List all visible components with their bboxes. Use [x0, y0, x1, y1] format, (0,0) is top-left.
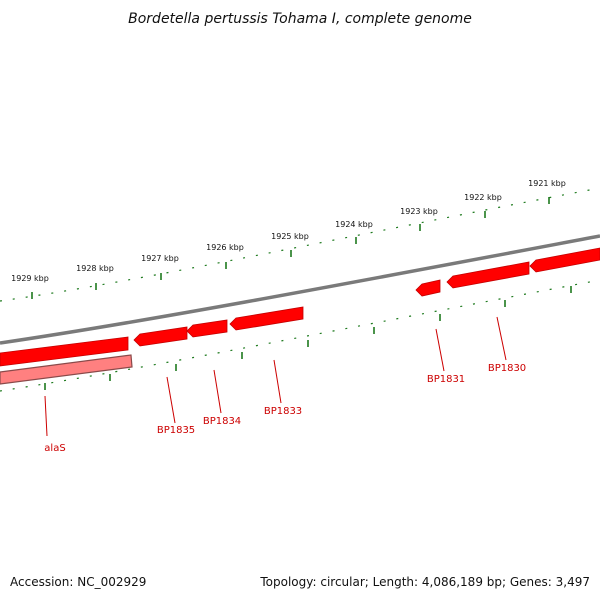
forward-strand-genes: [0, 247, 600, 367]
gene-label-leaders: [44, 316, 507, 437]
gene-arrow: [186, 319, 228, 338]
label-leader-line: [166, 376, 176, 424]
gene-label: BP1835: [157, 425, 195, 436]
gene-arrow: [529, 247, 600, 273]
kbp-label: 1924 kbp: [335, 220, 373, 229]
label-leader-line: [44, 395, 48, 437]
gene-label: BP1830: [488, 363, 526, 374]
kbp-label: 1922 kbp: [464, 193, 502, 202]
gene-arrow: [446, 261, 530, 289]
gene-arrow: [415, 279, 441, 297]
gene-arrow: [0, 336, 129, 367]
kbp-label: 1923 kbp: [400, 207, 438, 216]
gene-label: BP1833: [264, 406, 302, 417]
reverse-strand-genes: [0, 354, 133, 385]
gene-label: BP1831: [427, 374, 465, 385]
label-leader-line: [435, 328, 445, 372]
inner-tick-track: [0, 279, 600, 392]
kbp-label: 1926 kbp: [206, 243, 244, 252]
label-leader-line: [273, 359, 282, 404]
gene-label: BP1834: [203, 416, 241, 427]
kbp-label: 1927 kbp: [141, 254, 179, 263]
kbp-label: 1925 kbp: [271, 232, 309, 241]
outer-tick-dots: [0, 187, 600, 302]
gene-arrow: [133, 326, 188, 347]
kbp-scale-labels: 1929 kbp 1928 kbp 1927 kbp 1926 kbp 1925…: [11, 179, 566, 283]
outer-tick-track: [0, 187, 600, 302]
inner-tick-dots: [0, 279, 600, 392]
label-leader-line: [496, 316, 507, 361]
map-title: Bordetella pertussis Tohama I, complete …: [128, 11, 472, 27]
gene-label: alaS: [44, 443, 65, 454]
kbp-label: 1921 kbp: [528, 179, 566, 188]
gene-labels: alaS BP1835 BP1834 BP1833 BP1831 BP1830: [44, 363, 526, 454]
kbp-label: 1929 kbp: [11, 274, 49, 283]
gene-arrow: [0, 354, 133, 385]
genome-backbone: [0, 234, 600, 345]
accession-text: Accession: NC_002929: [10, 575, 147, 589]
label-leader-line: [213, 369, 222, 414]
gene-arrow: [229, 306, 304, 331]
kbp-label: 1928 kbp: [76, 264, 114, 273]
topology-text: Topology: circular; Length: 4,086,189 bp…: [260, 575, 590, 589]
